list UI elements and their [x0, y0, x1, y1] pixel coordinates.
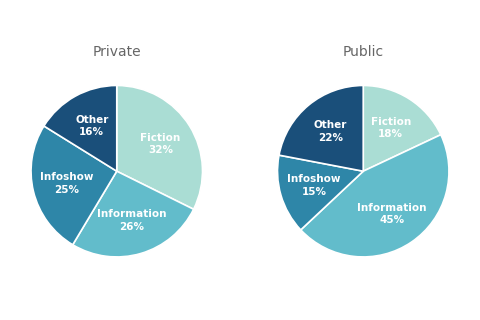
Wedge shape [363, 85, 441, 171]
Wedge shape [44, 85, 117, 171]
Text: Other
16%: Other 16% [75, 115, 108, 138]
Wedge shape [301, 135, 449, 257]
Wedge shape [117, 85, 203, 209]
Wedge shape [31, 126, 117, 245]
Text: Infoshow
15%: Infoshow 15% [287, 174, 341, 197]
Title: Private: Private [93, 45, 141, 59]
Wedge shape [277, 155, 363, 230]
Wedge shape [279, 85, 363, 171]
Text: Information
26%: Information 26% [96, 209, 166, 232]
Text: Fiction
32%: Fiction 32% [140, 133, 180, 155]
Text: Information
45%: Information 45% [358, 203, 427, 225]
Text: Fiction
18%: Fiction 18% [371, 116, 411, 139]
Title: Public: Public [343, 45, 384, 59]
Text: Other
22%: Other 22% [314, 120, 347, 143]
Text: Infoshow
25%: Infoshow 25% [40, 172, 94, 195]
Wedge shape [73, 171, 193, 257]
